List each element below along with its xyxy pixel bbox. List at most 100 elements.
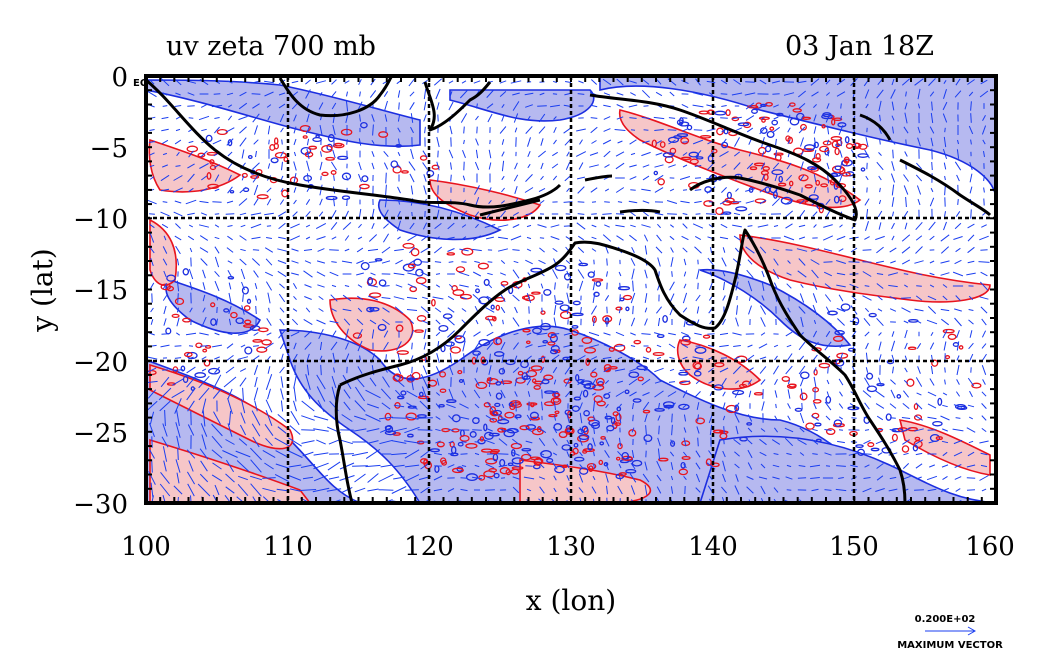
x-tick-labels: 100 110 120 130 140 150 160: [121, 532, 1015, 562]
wind-vector: [512, 249, 520, 251]
wind-vector: [447, 307, 455, 313]
vorticity-contour: [230, 311, 238, 319]
wind-vector: [783, 92, 795, 96]
wind-vector: [864, 331, 870, 337]
wind-vector: [628, 200, 638, 204]
wind-vector: [318, 308, 324, 312]
wind-vector: [980, 271, 988, 277]
wind-vector: [968, 309, 974, 311]
wind-vector: [734, 485, 740, 495]
wind-vector: [719, 367, 729, 373]
wind-vector: [954, 161, 962, 171]
wind-vector: [747, 439, 753, 445]
vorticity-contour: [860, 167, 866, 172]
wind-vector: [979, 296, 989, 300]
wind-vector: [410, 355, 414, 361]
wind-vector: [603, 92, 611, 96]
wind-vector: [354, 487, 366, 493]
wind-vector: [731, 92, 743, 96]
wind-vector: [614, 129, 626, 131]
wind-vector: [748, 390, 752, 398]
wind-vector: [592, 293, 596, 303]
vorticity-contour: [439, 388, 447, 393]
wind-vector: [967, 451, 975, 457]
wind-vector: [264, 271, 274, 277]
wind-vector: [979, 281, 989, 291]
wind-vector: [904, 222, 908, 230]
wind-vector: [617, 450, 623, 458]
wind-vector: [277, 248, 287, 252]
wind-vector: [917, 88, 921, 100]
wind-vector: [901, 417, 911, 419]
wind-vector: [474, 161, 480, 171]
vorticity-contour: [792, 108, 802, 113]
vorticity-contour: [519, 425, 530, 431]
wind-vector: [250, 223, 262, 229]
wind-vector: [722, 450, 726, 458]
wind-vector: [719, 199, 729, 205]
wind-vector: [291, 318, 299, 326]
vorticity-contour: [374, 258, 383, 262]
wind-vector: [435, 331, 441, 337]
wind-vector: [591, 224, 597, 228]
wind-vector: [277, 426, 287, 434]
wind-vector: [629, 234, 637, 242]
wind-vector: [799, 377, 805, 387]
wind-vector: [745, 246, 755, 254]
wind-vector: [417, 429, 433, 431]
vorticity-contour: [584, 382, 596, 390]
wind-vector: [227, 186, 233, 194]
wind-vector: [967, 234, 975, 242]
wind-vector: [796, 248, 808, 252]
wind-vector: [212, 374, 222, 390]
wind-vector: [604, 295, 610, 301]
vorticity-contour: [488, 468, 498, 473]
wind-vector: [760, 332, 766, 336]
wind-vector: [174, 398, 182, 414]
wind-vector: [942, 329, 948, 339]
vorticity-contour: [532, 327, 542, 335]
wind-vector: [667, 391, 677, 397]
wind-vector: [331, 308, 337, 312]
wind-vector: [836, 465, 846, 467]
wind-vector: [162, 258, 168, 266]
wind-vector: [501, 403, 505, 409]
wind-vector: [435, 88, 441, 100]
wind-vector: [239, 368, 247, 372]
wind-vector: [915, 221, 923, 231]
wind-vector: [174, 105, 182, 107]
wind-vector: [681, 103, 689, 109]
wind-vector: [602, 139, 612, 145]
wind-vector: [591, 236, 597, 240]
wind-vector: [784, 437, 794, 447]
vorticity-contour: [183, 351, 193, 358]
vorticity-contour: [450, 446, 457, 455]
wind-vector: [824, 283, 832, 289]
vorticity-contour: [514, 414, 522, 419]
wind-vector: [395, 259, 403, 265]
wind-vector: [199, 473, 209, 483]
wind-vector: [553, 415, 557, 421]
wind-vector: [409, 329, 415, 339]
wind-vector: [968, 295, 974, 301]
wind-vector: [588, 331, 600, 337]
wind-vector: [318, 295, 324, 301]
wind-vector: [616, 116, 624, 120]
wind-vector: [189, 281, 193, 291]
vorticity-contour: [241, 286, 249, 295]
wind-vector: [421, 386, 429, 402]
wind-vector: [606, 413, 608, 423]
vorticity-contour: [431, 164, 440, 170]
wind-vector: [773, 344, 779, 348]
wind-vector: [202, 269, 206, 279]
wind-vector: [523, 476, 535, 480]
wind-vector: [186, 449, 196, 459]
wind-vector: [904, 284, 908, 288]
wind-vector: [603, 332, 611, 336]
vorticity-contour: [855, 444, 864, 448]
wind-vector: [671, 271, 673, 277]
wind-vector: [956, 174, 960, 182]
wind-vector: [160, 77, 170, 87]
vorticity-contour: [575, 373, 580, 382]
wind-vector: [240, 412, 246, 424]
